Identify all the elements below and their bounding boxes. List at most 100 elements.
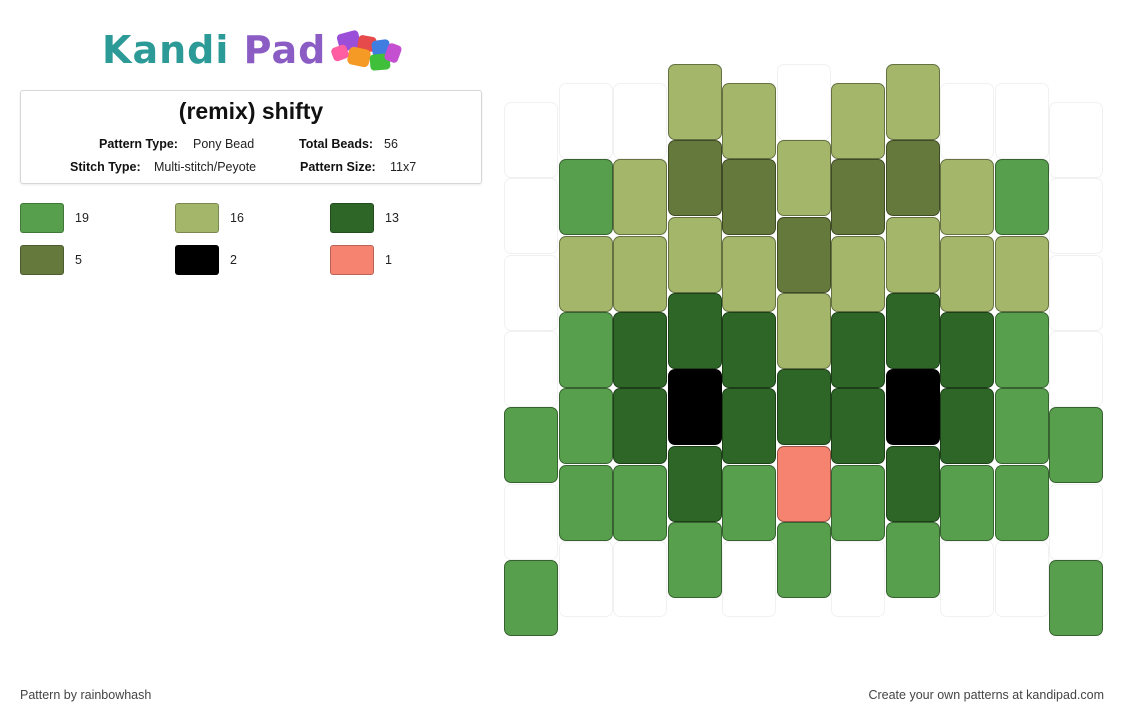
logo-word-kandi: Kandi bbox=[102, 28, 230, 72]
bead[interactable] bbox=[722, 83, 776, 160]
color-swatch bbox=[330, 203, 374, 233]
legend-item: 2 bbox=[175, 245, 325, 277]
bead[interactable] bbox=[613, 388, 667, 465]
color-swatch bbox=[330, 245, 374, 275]
empty-bead-slot[interactable] bbox=[1049, 102, 1103, 179]
bead[interactable] bbox=[776, 140, 831, 217]
empty-bead-slot[interactable] bbox=[504, 102, 558, 179]
bead[interactable] bbox=[885, 140, 940, 217]
bead[interactable] bbox=[667, 64, 722, 140]
empty-bead-slot[interactable] bbox=[504, 178, 558, 255]
bead[interactable] bbox=[613, 464, 667, 541]
empty-bead-slot[interactable] bbox=[558, 83, 613, 160]
legend-item: 5 bbox=[20, 245, 170, 277]
logo-word-pad: Pad bbox=[243, 28, 327, 72]
bead[interactable] bbox=[994, 464, 1049, 541]
color-swatch bbox=[175, 203, 219, 233]
bead-count: 5 bbox=[75, 253, 82, 267]
bead[interactable] bbox=[722, 159, 776, 236]
bead[interactable] bbox=[667, 140, 722, 217]
bead[interactable] bbox=[831, 83, 885, 160]
bead[interactable] bbox=[831, 311, 885, 388]
total-beads-value: 56 bbox=[384, 137, 398, 151]
bead[interactable] bbox=[776, 445, 831, 522]
bead[interactable] bbox=[558, 388, 613, 465]
empty-bead-slot[interactable] bbox=[504, 331, 558, 408]
empty-bead-slot[interactable] bbox=[1049, 254, 1103, 331]
empty-bead-slot[interactable] bbox=[1049, 178, 1103, 255]
bead[interactable] bbox=[667, 445, 722, 522]
bead[interactable] bbox=[940, 235, 994, 312]
bead[interactable] bbox=[1049, 407, 1103, 484]
bead[interactable] bbox=[722, 235, 776, 312]
bead[interactable] bbox=[667, 216, 722, 293]
bead[interactable] bbox=[885, 292, 940, 369]
bead[interactable] bbox=[722, 464, 776, 541]
empty-bead-slot[interactable] bbox=[1049, 483, 1103, 560]
empty-bead-slot[interactable] bbox=[613, 83, 667, 160]
empty-bead-slot[interactable] bbox=[1049, 331, 1103, 408]
empty-bead-slot[interactable] bbox=[722, 540, 776, 617]
bead[interactable] bbox=[994, 159, 1049, 236]
bead[interactable] bbox=[994, 388, 1049, 465]
empty-bead-slot[interactable] bbox=[613, 540, 667, 617]
empty-bead-slot[interactable] bbox=[504, 483, 558, 560]
legend-item: 16 bbox=[175, 203, 325, 235]
bead[interactable] bbox=[667, 369, 722, 446]
empty-bead-slot[interactable] bbox=[994, 540, 1049, 617]
kandipad-logo[interactable]: Kandi Pad bbox=[100, 26, 410, 76]
bead[interactable] bbox=[558, 235, 613, 312]
bead[interactable] bbox=[776, 369, 831, 446]
bead[interactable] bbox=[885, 64, 940, 140]
empty-bead-slot[interactable] bbox=[940, 540, 994, 617]
bead[interactable] bbox=[940, 388, 994, 465]
empty-bead-slot[interactable] bbox=[831, 540, 885, 617]
empty-bead-slot[interactable] bbox=[940, 83, 994, 160]
color-swatch bbox=[20, 245, 64, 275]
stitch-type-label: Stitch Type: bbox=[70, 160, 141, 174]
bead[interactable] bbox=[940, 311, 994, 388]
bead[interactable] bbox=[831, 235, 885, 312]
bead[interactable] bbox=[504, 559, 558, 636]
bead[interactable] bbox=[613, 159, 667, 236]
bead[interactable] bbox=[885, 521, 940, 598]
empty-bead-slot[interactable] bbox=[776, 64, 831, 140]
bead[interactable] bbox=[613, 235, 667, 312]
bead[interactable] bbox=[994, 311, 1049, 388]
empty-bead-slot[interactable] bbox=[504, 254, 558, 331]
empty-bead-slot[interactable] bbox=[558, 540, 613, 617]
pattern-type-label: Pattern Type: bbox=[99, 137, 178, 151]
bead[interactable] bbox=[558, 159, 613, 236]
bead[interactable] bbox=[831, 388, 885, 465]
color-swatch bbox=[175, 245, 219, 275]
pattern-author: Pattern by rainbowhash bbox=[20, 688, 152, 702]
bead[interactable] bbox=[885, 445, 940, 522]
bead[interactable] bbox=[776, 521, 831, 598]
bead[interactable] bbox=[667, 292, 722, 369]
bead[interactable] bbox=[831, 464, 885, 541]
bead[interactable] bbox=[776, 292, 831, 369]
bead[interactable] bbox=[613, 311, 667, 388]
bead[interactable] bbox=[885, 369, 940, 446]
bead[interactable] bbox=[940, 464, 994, 541]
bead[interactable] bbox=[722, 311, 776, 388]
bead[interactable] bbox=[722, 388, 776, 465]
bead[interactable] bbox=[831, 159, 885, 236]
pattern-size-label: Pattern Size: bbox=[300, 160, 376, 174]
bead[interactable] bbox=[776, 216, 831, 293]
color-swatch bbox=[20, 203, 64, 233]
bead[interactable] bbox=[994, 235, 1049, 312]
bead[interactable] bbox=[940, 159, 994, 236]
bead-pattern-grid[interactable] bbox=[504, 64, 1104, 636]
legend-item: 13 bbox=[330, 203, 480, 235]
bead[interactable] bbox=[504, 407, 558, 484]
bead[interactable] bbox=[885, 216, 940, 293]
bead[interactable] bbox=[558, 311, 613, 388]
bead-count: 13 bbox=[385, 211, 399, 225]
logo-wordmark: Kandi Pad bbox=[102, 28, 326, 72]
kandipad-promo-link[interactable]: Create your own patterns at kandipad.com bbox=[868, 688, 1104, 702]
bead[interactable] bbox=[558, 464, 613, 541]
bead[interactable] bbox=[1049, 559, 1103, 636]
bead[interactable] bbox=[667, 521, 722, 598]
empty-bead-slot[interactable] bbox=[994, 83, 1049, 160]
